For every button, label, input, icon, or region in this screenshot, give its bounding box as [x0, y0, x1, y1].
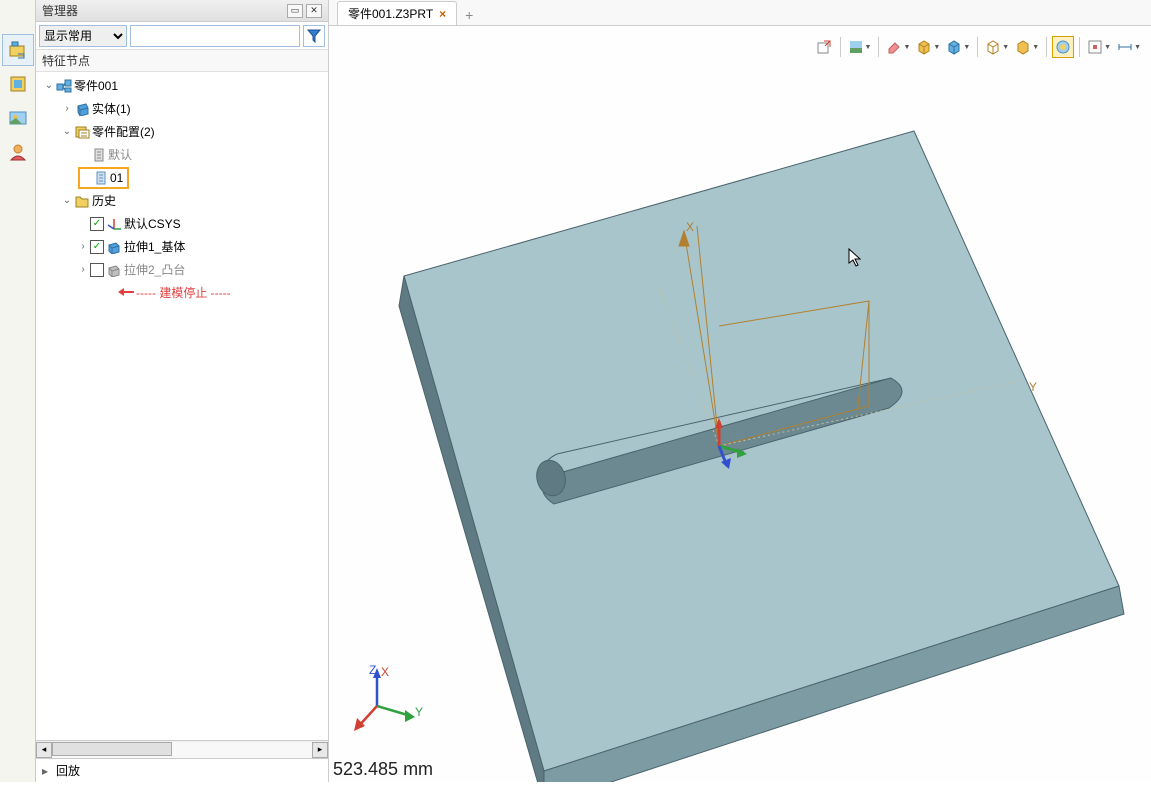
- 3d-canvas[interactable]: X Y Z X Y 5: [329, 26, 1151, 782]
- tree-root-label: 零件001: [74, 77, 118, 94]
- scroll-thumb[interactable]: [52, 742, 172, 756]
- filter-row: 显示常用: [36, 22, 328, 50]
- strip-btn-user[interactable]: [2, 136, 34, 168]
- tree-entity[interactable]: › 实体(1): [36, 97, 328, 120]
- playback-row[interactable]: ▸ 回放: [36, 758, 328, 782]
- panel-main: 管理器 ▭ ✕ 显示常用 特征节点 ⌄ 零件001 ›: [36, 0, 329, 782]
- filter-input[interactable]: [130, 25, 300, 47]
- tree-stop-label: ----- 建模停止 -----: [136, 284, 231, 301]
- panel-close-icon[interactable]: ✕: [306, 4, 322, 18]
- checkbox-icon[interactable]: ✓: [90, 217, 104, 231]
- cursor-icon: [848, 248, 864, 273]
- tab-add-button[interactable]: +: [459, 5, 479, 25]
- filter-funnel-button[interactable]: [303, 25, 325, 47]
- tree-config-default[interactable]: 默认: [36, 143, 328, 166]
- panel-title: 管理器: [42, 2, 78, 19]
- panel-icon-strip: [0, 0, 36, 782]
- panel-minimize-icon[interactable]: ▭: [287, 4, 303, 18]
- feature-tree: ⌄ 零件001 › 实体(1) ⌄ 零件配置(2) 默认: [36, 72, 328, 740]
- expand-icon[interactable]: ›: [76, 264, 90, 275]
- view-triad: Z X Y: [354, 663, 423, 731]
- tree-hscrollbar[interactable]: ◂ ▸: [36, 740, 328, 758]
- strip-btn-manager[interactable]: [2, 34, 34, 66]
- tree-header-label: 特征节点: [42, 52, 90, 69]
- tab-close-icon[interactable]: ×: [439, 7, 446, 21]
- playback-play-icon[interactable]: ▸: [42, 764, 56, 778]
- checkbox-icon[interactable]: ✓: [90, 240, 104, 254]
- tree-extrude2[interactable]: › ✓ 拉伸2_凸台: [36, 258, 328, 281]
- tree-config-01[interactable]: 01: [36, 166, 328, 189]
- tree-extrude1[interactable]: › ✓ 拉伸1_基体: [36, 235, 328, 258]
- filter-mode-select[interactable]: 显示常用: [39, 25, 127, 47]
- svg-text:Y: Y: [415, 705, 423, 719]
- document-tabbar: 零件001.Z3PRT × +: [329, 0, 1151, 26]
- checkbox-icon[interactable]: ✓: [90, 263, 104, 277]
- highlighted-config: 01: [78, 167, 129, 189]
- tree-extrude1-label: 拉伸1_基体: [124, 238, 185, 255]
- tree-csys-label: 默认CSYS: [124, 215, 181, 232]
- manager-panel: 管理器 ▭ ✕ 显示常用 特征节点 ⌄ 零件001 ›: [0, 0, 329, 782]
- tree-config[interactable]: ⌄ 零件配置(2): [36, 120, 328, 143]
- expand-icon[interactable]: ›: [76, 241, 90, 252]
- tree-history-label: 历史: [92, 192, 116, 209]
- tree-root[interactable]: ⌄ 零件001: [36, 74, 328, 97]
- expand-icon[interactable]: ⌄: [60, 195, 74, 206]
- scroll-left-icon[interactable]: ◂: [36, 742, 52, 758]
- svg-text:X: X: [381, 665, 389, 679]
- tree-history[interactable]: ⌄ 历史: [36, 189, 328, 212]
- axis-x-label: X: [686, 220, 694, 234]
- strip-btn-assembly[interactable]: [2, 68, 34, 100]
- document-tab[interactable]: 零件001.Z3PRT ×: [337, 1, 457, 25]
- part-body: [399, 131, 1124, 782]
- svg-text:Z: Z: [369, 663, 376, 677]
- tree-config-label: 零件配置(2): [92, 123, 155, 140]
- viewport: 零件001.Z3PRT × + ▼ ▼ ▼ ▼ ▼ ▼ ▼ ▼: [329, 0, 1151, 782]
- status-measure: 523.485 mm: [329, 759, 433, 780]
- tree-header: 特征节点: [36, 50, 328, 72]
- strip-btn-image[interactable]: [2, 102, 34, 134]
- expand-icon[interactable]: ⌄: [60, 126, 74, 137]
- scroll-right-icon[interactable]: ▸: [312, 742, 328, 758]
- tree-csys[interactable]: ✓ 默认CSYS: [36, 212, 328, 235]
- tree-config-01-label: 01: [110, 171, 123, 185]
- tree-modeling-stop[interactable]: ----- 建模停止 -----: [36, 281, 328, 303]
- axis-y-label: Y: [1029, 380, 1037, 394]
- tree-config-default-label: 默认: [108, 146, 132, 163]
- tree-entity-label: 实体(1): [92, 100, 131, 117]
- playback-label: 回放: [56, 762, 80, 779]
- panel-header: 管理器 ▭ ✕: [36, 0, 328, 22]
- expand-icon[interactable]: ›: [60, 103, 74, 114]
- tree-extrude2-label: 拉伸2_凸台: [124, 261, 185, 278]
- document-tab-label: 零件001.Z3PRT: [348, 5, 433, 22]
- expand-icon[interactable]: ⌄: [42, 80, 56, 91]
